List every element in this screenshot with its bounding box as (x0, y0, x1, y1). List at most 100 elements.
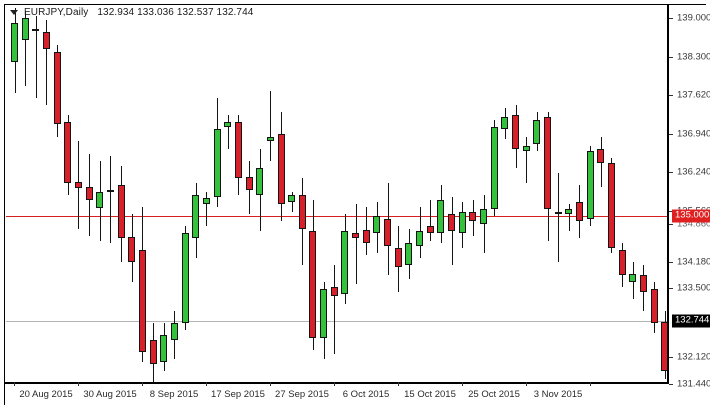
candle-body-down (618, 250, 626, 275)
time-tick-label: 27 Sep 2015 (275, 389, 329, 400)
candle-body-up (224, 122, 232, 127)
current-price-badge[interactable]: 135.000 (672, 209, 710, 223)
candle-body-up (266, 136, 274, 142)
candle-body-up (202, 198, 210, 205)
time-tick (590, 382, 591, 386)
candle-body-up (373, 216, 381, 234)
time-tick-label: 8 Sep 2015 (149, 389, 199, 400)
price-tick-label: 136.940 (677, 128, 710, 140)
candle-wick (292, 192, 293, 212)
candle-body-up (522, 146, 530, 152)
price-tick-label: 133.500 (677, 282, 710, 294)
candle-body-up (490, 126, 498, 210)
candle-wick (452, 197, 453, 265)
chart-symbol-label: EURJPY,Daily (24, 6, 89, 18)
candle-body-up (416, 231, 424, 246)
price-tick-label: 139.000 (677, 12, 710, 24)
price-tick-label: 132.120 (677, 351, 710, 363)
time-tick-label: 20 Aug 2015 (19, 389, 73, 400)
candle-wick (484, 194, 485, 253)
candle-body-down (128, 236, 136, 263)
candle-body-up (11, 22, 18, 62)
candle-body-up (565, 209, 573, 215)
chart-frame-right-axis (667, 4, 669, 384)
price-tick (669, 57, 673, 58)
price-tick (669, 224, 673, 225)
candle-wick (46, 20, 47, 106)
candle-body-up (96, 192, 104, 208)
chevron-down-icon[interactable] (10, 9, 18, 15)
price-axis[interactable]: 139.000138.300137.620136.940136.240135.5… (669, 0, 710, 409)
candle-body-down (650, 289, 658, 323)
candle-body-up (192, 194, 200, 239)
price-tick (669, 95, 673, 96)
candle-body-down (554, 211, 562, 214)
price-tick (669, 357, 673, 358)
price-tick-label: 131.440 (677, 378, 710, 390)
time-tick (270, 382, 271, 386)
candle-body-down (639, 274, 647, 292)
candle-wick (206, 192, 207, 227)
candle-body-down (607, 163, 615, 248)
time-tick (334, 382, 335, 386)
time-axis[interactable]: 20 Aug 2015 30 Aug 2015 8 Sep 2015 17 Sep 2… (0, 382, 710, 409)
candle-body-down (544, 117, 551, 210)
candle-body-up (458, 211, 466, 234)
candle-body-down (138, 250, 146, 353)
candle-body-down (117, 185, 125, 239)
candle-wick (430, 199, 431, 241)
time-tick-label: 17 Sep 2015 (211, 389, 265, 400)
candle-wick (36, 15, 37, 98)
candle-body-up (320, 289, 328, 338)
candle-body-down (234, 122, 242, 178)
candle-wick (558, 172, 559, 263)
chart-ohlc-values: 132.934 133.036 132.537 132.744 (97, 6, 254, 18)
time-tick-label: 3 Nov 2015 (533, 389, 583, 400)
candle-body-down (106, 189, 114, 192)
time-tick (462, 382, 463, 386)
time-tick-label: 6 Oct 2015 (342, 389, 390, 400)
candle-body-down (575, 201, 583, 222)
chart-header: EURJPY,Daily 132.934 133.036 132.537 132… (10, 5, 253, 19)
candle-body-down (448, 214, 456, 231)
candle-wick (526, 136, 527, 183)
candle-body-down (309, 231, 317, 338)
candle-body-down (277, 134, 285, 205)
price-tick (669, 211, 673, 212)
candle-body-down (362, 230, 370, 244)
candle-body-up (586, 151, 594, 219)
candle-body-up (32, 28, 40, 31)
candle-body-down (384, 218, 392, 246)
candle-body-up (533, 119, 541, 144)
candle-body-down (469, 211, 477, 222)
chart-plot-area[interactable] (6, 5, 667, 382)
candle-body-up (629, 273, 637, 282)
time-tick (526, 382, 527, 386)
price-tick (669, 18, 673, 19)
candle-body-up (288, 194, 296, 202)
candle-body-down (149, 339, 157, 365)
candle-body-up (341, 231, 349, 294)
candle-body-down (394, 247, 402, 268)
candle-body-up (501, 117, 509, 130)
candle-body-up (405, 243, 413, 265)
price-tick-label: 134.860 (677, 218, 710, 230)
candle-body-down (330, 286, 338, 297)
price-tick (669, 384, 673, 385)
price-tick-label: 138.300 (677, 51, 710, 63)
candle-body-up (480, 209, 488, 224)
price-tick (669, 262, 673, 263)
candle-body-up (213, 129, 221, 198)
close-price-line (6, 321, 667, 322)
close-price-badge[interactable]: 132.744 (672, 314, 710, 328)
candle-body-down (597, 148, 605, 164)
candle-wick (270, 90, 271, 161)
candle-wick (110, 155, 111, 244)
candle-wick (356, 204, 357, 285)
time-tick-label: 25 Oct 2015 (468, 389, 520, 400)
current-price-line (6, 216, 667, 217)
candle-body-down (74, 181, 82, 189)
candle-body-down (352, 233, 360, 239)
chart-frame-bottom-axis (4, 382, 669, 384)
